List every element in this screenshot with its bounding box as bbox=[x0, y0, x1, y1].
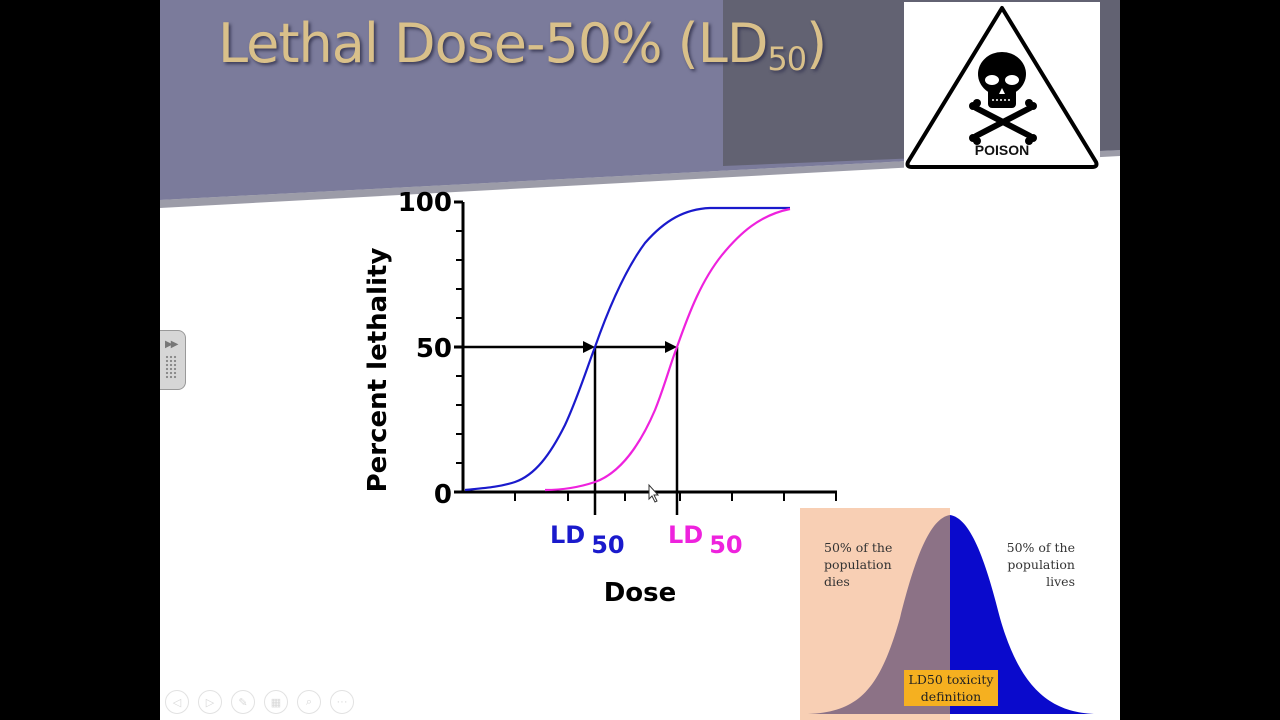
zoom-button[interactable]: ⌕ bbox=[297, 690, 321, 714]
more-icon: ··· bbox=[336, 696, 348, 708]
y-tick-50: 50 bbox=[416, 334, 452, 364]
pen-icon: ✎ bbox=[238, 696, 248, 709]
slides-grid-icon: ▦ bbox=[270, 696, 282, 709]
presentation-nav-bar: ◁ ▷ ✎ ▦ ⌕ ··· bbox=[165, 690, 354, 716]
definition-text-2: definition bbox=[921, 689, 981, 704]
zoom-icon: ⌕ bbox=[305, 695, 313, 708]
poison-sign: POISON bbox=[904, 2, 1100, 170]
previous-slide-button[interactable]: ◁ bbox=[165, 690, 189, 714]
more-options-button[interactable]: ··· bbox=[330, 690, 354, 714]
pen-button[interactable]: ✎ bbox=[231, 690, 255, 714]
dies-text-2: population bbox=[824, 557, 892, 572]
next-icon: ▷ bbox=[205, 696, 215, 709]
y-axis-label: Percent lethality bbox=[363, 248, 393, 493]
y-tick-100: 100 bbox=[398, 188, 452, 218]
dies-text-3: dies bbox=[824, 574, 850, 589]
y-tick-0: 0 bbox=[434, 480, 452, 510]
ld50-blue-label: LD 50 bbox=[550, 521, 625, 559]
mouse-cursor-icon bbox=[648, 483, 660, 503]
curve-substance-a bbox=[464, 206, 790, 492]
definition-box bbox=[904, 670, 998, 706]
dies-text-1: 50% of the bbox=[824, 540, 892, 555]
dose-response-chart: 100 50 0 Percent lethality LD 50 LD 50 Dos… bbox=[363, 188, 837, 608]
skull-crossbones-icon bbox=[905, 6, 1099, 169]
slide-panel-toggle[interactable]: ▶▶ bbox=[160, 330, 186, 390]
lives-text-1: 50% of the bbox=[1007, 540, 1075, 555]
bell-curve-inset: 50% of the population dies 50% of the po… bbox=[800, 508, 1120, 720]
definition-text-1: LD50 toxicity bbox=[909, 672, 995, 687]
previous-icon: ◁ bbox=[172, 696, 182, 709]
poison-label: POISON bbox=[974, 142, 1030, 158]
curve-substance-b bbox=[544, 207, 791, 492]
lives-text-3: lives bbox=[1046, 574, 1075, 589]
lives-text-2: population bbox=[1007, 557, 1075, 572]
slide-title: Lethal Dose-50% (LD50) bbox=[218, 12, 827, 78]
slide: Lethal Dose-50% (LD50) POISON bbox=[160, 0, 1120, 720]
next-slide-button[interactable]: ▷ bbox=[198, 690, 222, 714]
x-axis-label: Dose bbox=[604, 578, 677, 608]
double-chevron-right-icon: ▶▶ bbox=[165, 339, 178, 350]
slides-grid-button[interactable]: ▦ bbox=[264, 690, 288, 714]
grid-dots-icon bbox=[165, 355, 177, 379]
ld50-magenta-label: LD 50 bbox=[668, 521, 743, 559]
